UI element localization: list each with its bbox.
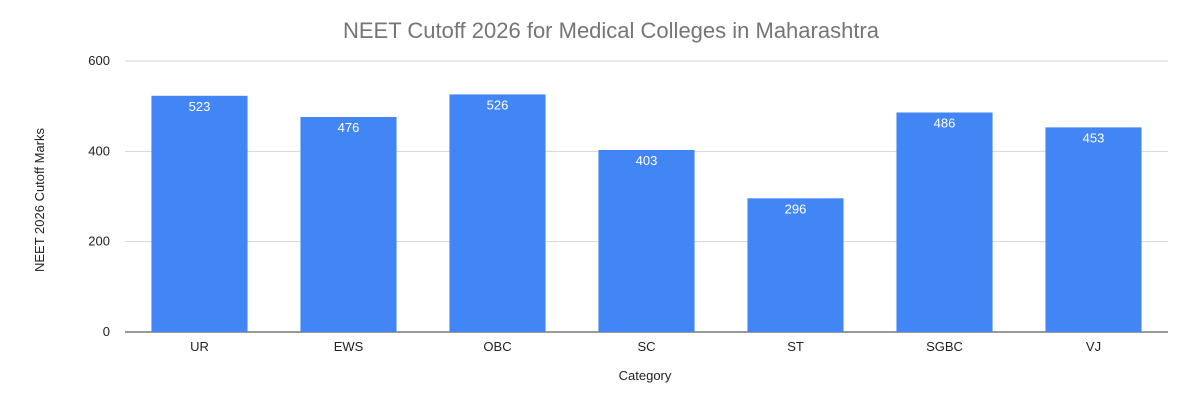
bar — [300, 117, 397, 332]
bar-data-label: 296 — [785, 201, 807, 216]
bar — [449, 94, 546, 332]
bars: 523 476 526 403 296 486 453 — [151, 94, 1142, 333]
bar-data-label: 403 — [636, 153, 658, 168]
bar — [747, 198, 844, 332]
y-tick-label: 200 — [88, 234, 110, 249]
bar-data-label: 523 — [189, 99, 211, 114]
x-axis-ticks: UR EWS OBC SC ST SGBC VJ — [190, 339, 1101, 354]
x-axis-label: Category — [619, 368, 672, 383]
x-tick-label: EWS — [334, 339, 364, 354]
x-tick-label: ST — [787, 339, 804, 354]
bar-data-label: 486 — [934, 115, 956, 130]
bar — [151, 95, 248, 332]
x-tick-label: SC — [637, 339, 655, 354]
bar — [598, 149, 695, 332]
bar-data-label: 453 — [1083, 130, 1105, 145]
y-tick-label: 600 — [88, 53, 110, 68]
x-tick-label: SGBC — [926, 339, 963, 354]
x-tick-label: UR — [190, 339, 209, 354]
y-tick-label: 0 — [103, 324, 110, 339]
bar-data-label: 526 — [487, 97, 509, 112]
x-tick-label: OBC — [483, 339, 511, 354]
x-tick-label: VJ — [1086, 339, 1101, 354]
chart-title: NEET Cutoff 2026 for Medical Colleges in… — [343, 18, 880, 43]
bar — [896, 112, 993, 333]
bar — [1045, 127, 1142, 333]
y-tick-label: 400 — [88, 143, 110, 158]
y-axis-ticks: 0 200 400 600 — [88, 53, 110, 339]
bar-data-label: 476 — [338, 120, 360, 135]
y-axis-label: NEET 2026 Cutoff Marks — [32, 127, 47, 272]
